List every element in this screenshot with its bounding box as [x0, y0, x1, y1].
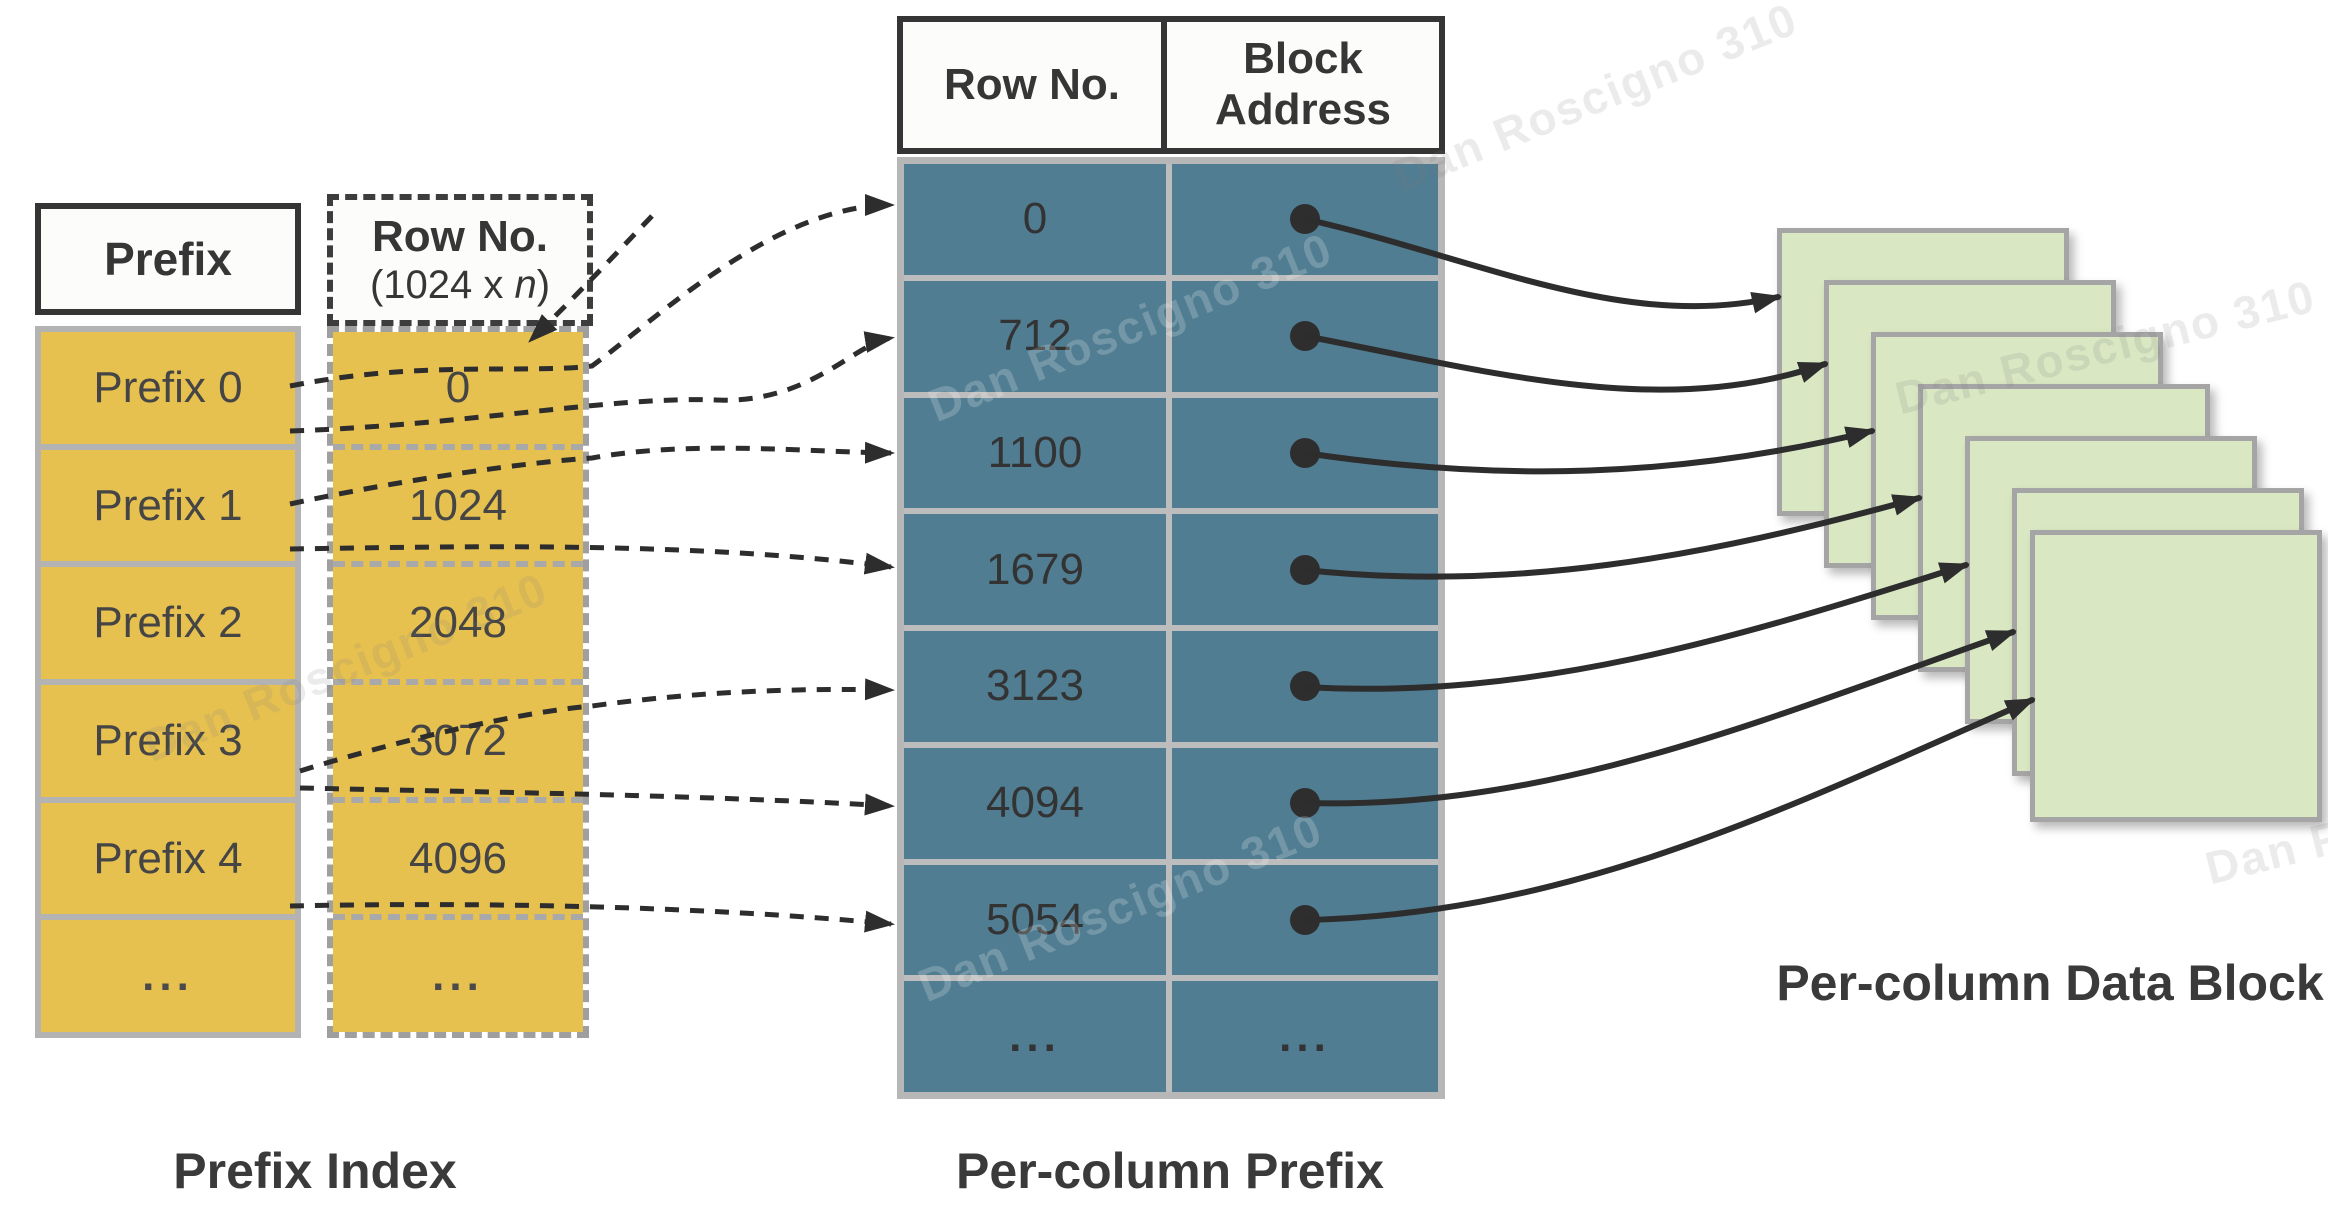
prefix-index-caption: Prefix Index	[173, 1143, 457, 1199]
mid-row-no-5: 4094	[904, 747, 1166, 859]
row-no-header-title: Row No.	[372, 211, 548, 261]
prefix-cell-3: Prefix 3	[41, 679, 295, 797]
mid-row-no-1: 712	[904, 280, 1166, 392]
mid-row-no-0: 0	[904, 164, 1166, 275]
block-address-dot	[1290, 788, 1320, 819]
block-address-dot	[1290, 321, 1320, 352]
row-no-cell-2: 2048	[333, 561, 583, 680]
row-no-cell-0: 0	[333, 332, 583, 444]
row-no-cell-1: 1024	[333, 443, 583, 562]
mid-row-no-6: 5054	[904, 864, 1166, 976]
mid-table-header-block-address: Block Address	[1161, 16, 1445, 154]
prefix-cell-1: Prefix 1	[41, 443, 295, 562]
per-column-data-block-caption: Per-column Data Block	[1776, 955, 2324, 1011]
mid-block-address-2	[1172, 397, 1438, 509]
row-no-cell-3: 3072	[333, 679, 583, 797]
prefix-column: Prefix 0 Prefix 1 Prefix 2 Prefix 3 Pref…	[35, 326, 301, 1038]
block-address-dot	[1290, 904, 1320, 935]
prefix-cell-ellipsis: ...	[41, 914, 295, 1033]
row-no-cell-ellipsis: ...	[333, 914, 583, 1033]
row-no-column-header: Row No. (1024 x n)	[327, 194, 593, 326]
mid-row-no-2: 1100	[904, 397, 1166, 509]
mid-block-address-3	[1172, 514, 1438, 625]
block-address-dot	[1290, 204, 1320, 235]
mid-block-address-4	[1172, 631, 1438, 742]
per-column-prefix-caption: Per-column Prefix	[956, 1143, 1384, 1199]
mid-block-address-1	[1172, 280, 1438, 392]
mid-row-no-ellipsis: ...	[904, 981, 1166, 1092]
prefix-cell-4: Prefix 4	[41, 796, 295, 915]
mid-block-address-ellipsis: ...	[1172, 981, 1438, 1092]
prefix-cell-0: Prefix 0	[41, 332, 295, 444]
prefix-column-header: Prefix	[35, 203, 301, 315]
block-address-dot	[1290, 671, 1320, 702]
block-address-dot	[1290, 554, 1320, 585]
data-block-7	[2030, 530, 2322, 822]
mid-block-address-0	[1172, 164, 1438, 275]
mid-row-no-4: 3123	[904, 631, 1166, 742]
mid-row-no-3: 1679	[904, 514, 1166, 625]
prefix-header-label: Prefix	[104, 232, 232, 285]
per-column-prefix-table: 0 712 1100 1679 3123 4094 5054 ... ...	[897, 157, 1445, 1099]
mid-block-address-6	[1172, 864, 1438, 976]
watermark: Dan Roscigno 310	[1385, 0, 1805, 202]
block-address-dot	[1290, 437, 1320, 468]
mid-block-address-5	[1172, 747, 1438, 859]
row-no-cell-4: 4096	[333, 796, 583, 915]
row-no-column: 0 1024 2048 3072 4096 ...	[327, 326, 589, 1038]
row-no-header-formula: (1024 x n)	[369, 263, 551, 308]
prefix-cell-2: Prefix 2	[41, 561, 295, 680]
mid-table-header-row-no: Row No.	[897, 16, 1167, 154]
